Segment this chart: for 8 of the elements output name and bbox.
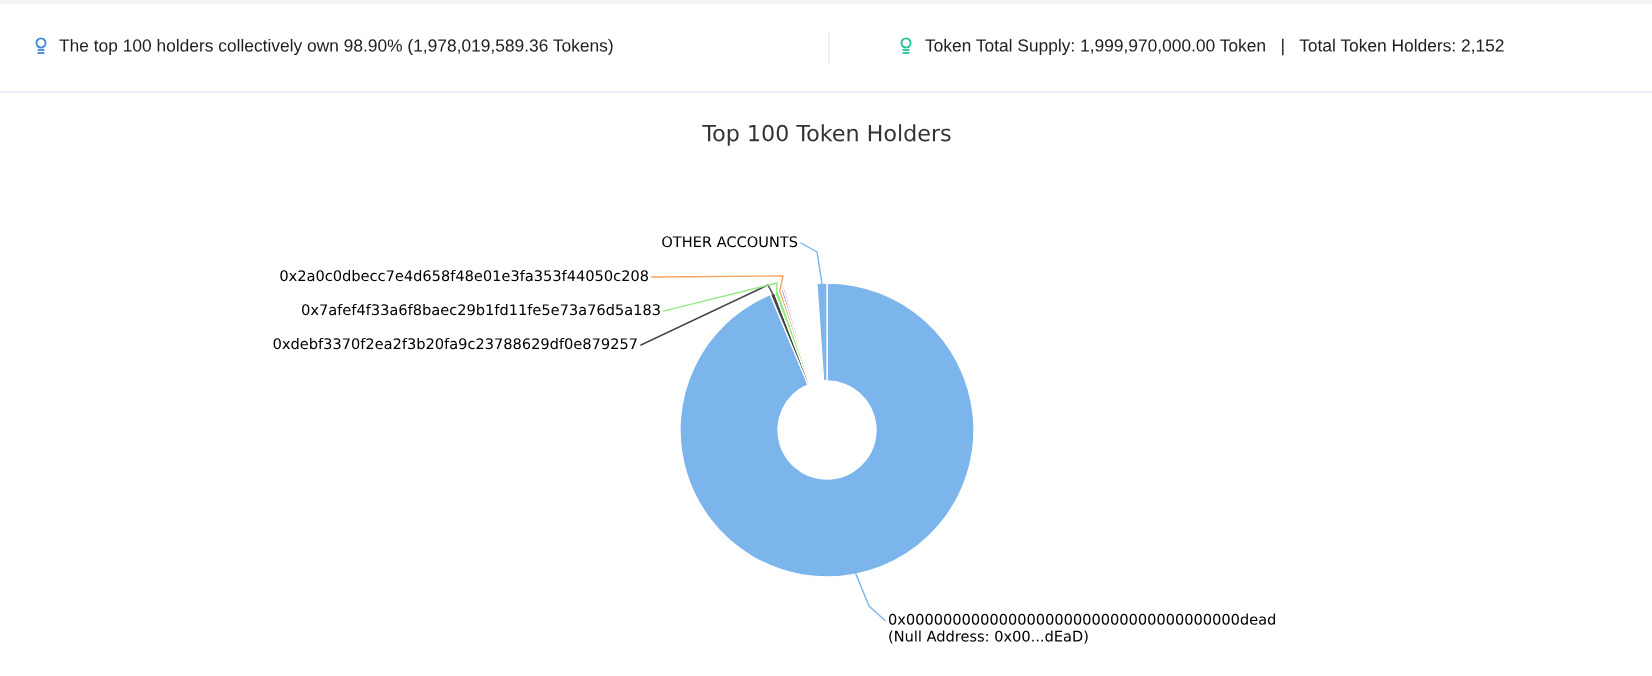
slice-label: 0x2a0c0dbecc7e4d658f48e01e3fa353f44050c208 <box>280 269 648 282</box>
text: The top 100 holders collectively own 98.90% (1,978,019,589.36 Tokens) <box>59 38 613 56</box>
slice-label: 0x000000000000000000000000000000000000dead (Null Address: 0x00...dEaD) <box>888 613 1276 644</box>
slice-label: OTHER ACCOUNTS <box>662 236 798 248</box>
slice-label: 0xdebf3370f2ea2f3b20fa9c23788629df0e879257 <box>273 337 637 350</box>
text: Token Total Supply: 1,999,970,000.00 Token | Total Token Holders: 2,152 <box>925 38 1504 56</box>
slice-label: 0x7afef4f33a6f8baec29b1fd11fe5e73a76d5a183 <box>302 303 660 316</box>
chart-title: Top 100 Token Holders <box>702 124 951 146</box>
